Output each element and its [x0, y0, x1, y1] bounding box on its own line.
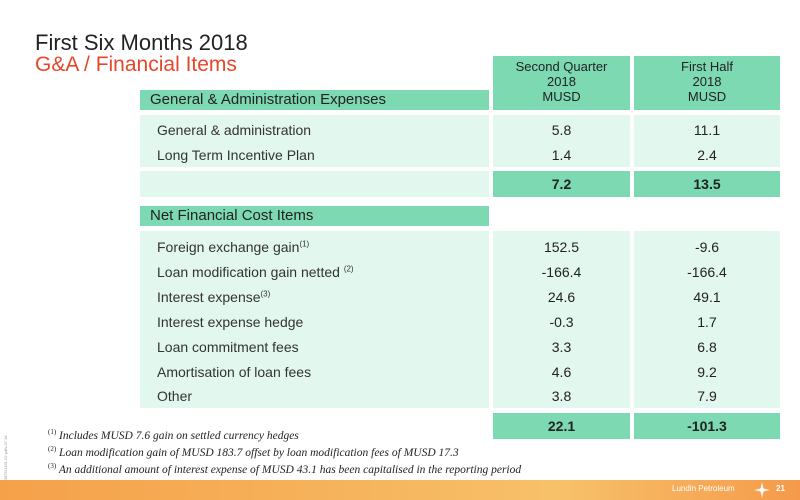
table-row-fin-3-q2: 24.6 — [547, 289, 576, 305]
table-row-fin-1-text: Foreign exchange gain — [157, 239, 300, 255]
ga-total-block-label — [140, 171, 489, 197]
ga-section-heading: General & Administration Expenses — [150, 91, 386, 108]
ga-total-bar-h1 — [634, 171, 780, 197]
table-row-fin-2-h1: -166.4 — [687, 264, 727, 280]
table-row-ga-2-q2: 1.4 — [551, 147, 572, 163]
table-row-fin-4-q2: -0.3 — [549, 314, 574, 330]
footnote-2: (2) Loan modification gain of MUSD 183.7… — [48, 445, 459, 459]
table-row-fin-3-h1: 49.1 — [693, 289, 721, 305]
side-code: 3875/1461-02 pdfs 07.18 — [3, 435, 8, 480]
footnote-1: (1) Includes MUSD 7.6 gain on settled cu… — [48, 428, 299, 442]
fin-rows-block-label — [140, 231, 489, 408]
column-header-h1: First Half 2018 MUSD — [634, 56, 780, 110]
column-header-q2-line3: MUSD — [542, 89, 581, 104]
table-row-fin-2-text: Loan modification gain netted — [157, 264, 340, 280]
table-row-fin-2-q2: -166.4 — [541, 264, 582, 280]
table-row-fin-1-h1: -9.6 — [694, 239, 720, 255]
column-header-q2: Second Quarter 2018 MUSD — [493, 56, 630, 110]
fin-section-heading: Net Financial Cost Items — [150, 207, 314, 224]
footnote-2-text: Loan modification gain of MUSD 183.7 off… — [59, 446, 459, 459]
column-header-q2-line2: 2018 — [547, 74, 576, 89]
footer-band — [0, 480, 800, 500]
table-row-fin-7-label: Other — [157, 388, 193, 404]
footnote-3: (3) An additional amount of interest exp… — [48, 462, 521, 476]
ga-total-q2: 7.2 — [551, 176, 572, 192]
ga-rows-block-h1 — [634, 115, 780, 167]
page-subtitle: G&A / Financial Items — [35, 53, 237, 76]
column-header-h1-line3: MUSD — [687, 89, 727, 104]
fin-total-q2: 22.1 — [547, 418, 576, 434]
table-row-fin-7-q2: 3.8 — [551, 388, 572, 404]
ga-rows-block-q2 — [493, 115, 630, 167]
brand-logo-icon — [754, 482, 770, 498]
table-row-fin-3-text: Interest expense — [157, 289, 261, 305]
page-title: First Six Months 2018 — [35, 30, 248, 55]
fin-total-bar-h1 — [634, 413, 780, 439]
table-row-fin-3-label: Interest expense(3) — [157, 288, 270, 306]
table-row-fin-7-h1: 7.9 — [697, 388, 717, 404]
table-row-ga-2-label: Long Term Incentive Plan — [157, 147, 315, 163]
table-row-fin-6-q2: 4.6 — [551, 364, 572, 380]
fin-rows-block-h1 — [634, 231, 780, 408]
table-row-ga-2-h1: 2.4 — [697, 147, 717, 163]
table-row-ga-1-h1: 11.1 — [693, 122, 721, 138]
table-row-fin-2-label: Loan modification gain netted (2) — [157, 263, 354, 281]
footnote-2-mark: (2) — [48, 445, 57, 453]
table-row-ga-1-label: General & administration — [157, 122, 312, 138]
table-row-fin-4-label: Interest expense hedge — [157, 314, 304, 330]
footnote-3-text: An additional amount of interest expense… — [58, 463, 522, 476]
footnote-ref-3: (3) — [260, 289, 271, 299]
footnote-1-mark: (1) — [48, 428, 57, 436]
footer-brand: Lundin Petroleum — [672, 484, 735, 493]
column-header-h1-line1: First Half — [681, 59, 733, 74]
table-row-fin-1-q2: 152.5 — [543, 239, 580, 255]
table-row-ga-1-q2: 5.8 — [551, 122, 572, 138]
fin-section-bar — [140, 206, 489, 226]
fin-total-bar-q2 — [493, 413, 630, 439]
ga-section-bar — [140, 90, 489, 110]
table-row-fin-4-h1: 1.7 — [697, 314, 717, 330]
table-row-fin-1-label: Foreign exchange gain(1) — [157, 238, 309, 256]
table-row-fin-5-h1: 6.8 — [697, 339, 717, 355]
table-row-fin-5-label: Loan commitment fees — [157, 339, 299, 355]
ga-rows-block-label — [140, 115, 489, 167]
fin-total-h1: -101.3 — [687, 418, 727, 434]
footnote-ref-1: (1) — [299, 239, 310, 249]
page-number: 21 — [776, 484, 785, 493]
footnote-3-mark: (3) — [48, 462, 57, 470]
ga-total-bar-q2 — [493, 171, 630, 197]
table-row-fin-5-q2: 3.3 — [551, 339, 572, 355]
table-row-fin-6-label: Amortisation of loan fees — [157, 364, 312, 380]
footnote-1-text: Includes MUSD 7.6 gain on settled curren… — [59, 429, 299, 442]
column-header-q2-line1: Second Quarter — [515, 59, 608, 74]
column-header-h1-line2: 2018 — [692, 74, 722, 89]
ga-total-h1: 13.5 — [693, 176, 721, 192]
footnote-ref-2: (2) — [343, 264, 354, 274]
table-row-fin-6-h1: 9.2 — [697, 364, 717, 380]
fin-rows-block-q2 — [493, 231, 630, 408]
